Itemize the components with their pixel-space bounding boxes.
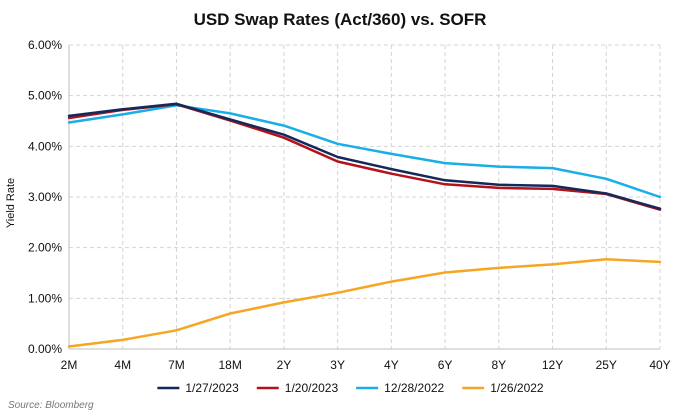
legend: 1/27/2023 1/20/2023 12/28/2022 1/26/2022 bbox=[157, 381, 544, 395]
legend-item-1-20-2023: 1/20/2023 bbox=[256, 381, 339, 395]
legend-label: 1/27/2023 bbox=[185, 381, 239, 395]
x-tick-label: 7M bbox=[168, 358, 185, 372]
x-tick-label: 2M bbox=[61, 358, 78, 372]
x-tick-label: 2Y bbox=[277, 358, 292, 372]
source-note: Source: Bloomberg bbox=[8, 400, 94, 411]
y-tick-labels: 0.00% 1.00% 2.00% 3.00% 4.00% 5.00% 6.00% bbox=[28, 38, 62, 356]
series-line-1-20-2023 bbox=[67, 103, 662, 211]
x-tick-labels: 2M 4M 7M 18M 2Y 3Y 4Y 6Y 8Y 12Y 25Y 40Y bbox=[61, 358, 671, 372]
series-lines bbox=[67, 102, 662, 348]
x-tick-label: 12Y bbox=[542, 358, 563, 372]
legend-label: 1/26/2022 bbox=[490, 381, 544, 395]
y-tick-label: 1.00% bbox=[28, 291, 62, 305]
legend-item-1-26-2022: 1/26/2022 bbox=[462, 381, 544, 395]
y-tick-label: 5.00% bbox=[28, 89, 62, 103]
x-tick-label: 6Y bbox=[438, 358, 453, 372]
x-tick-label: 40Y bbox=[649, 358, 670, 372]
x-tick-label: 4Y bbox=[384, 358, 399, 372]
series-line-1-27-2023 bbox=[67, 102, 662, 210]
series-line-1-26-2022 bbox=[67, 258, 662, 348]
y-tick-label: 3.00% bbox=[28, 190, 62, 204]
x-tick-label: 8Y bbox=[491, 358, 506, 372]
series-line-12-28-2022 bbox=[67, 104, 662, 199]
legend-label: 1/20/2023 bbox=[285, 381, 339, 395]
y-axis-label: Yield Rate bbox=[5, 178, 17, 228]
y-tick-label: 0.00% bbox=[28, 342, 62, 356]
x-tick-label: 4M bbox=[114, 358, 131, 372]
y-tick-label: 2.00% bbox=[28, 241, 62, 255]
legend-item-12-28-2022: 12/28/2022 bbox=[356, 381, 445, 395]
grid-lines bbox=[69, 44, 661, 349]
y-tick-label: 4.00% bbox=[28, 139, 62, 153]
x-tick-label: 25Y bbox=[596, 358, 617, 372]
legend-label: 12/28/2022 bbox=[384, 381, 444, 395]
axes bbox=[68, 45, 660, 350]
x-tick-label: 18M bbox=[219, 358, 242, 372]
chart-title: USD Swap Rates (Act/360) vs. SOFR bbox=[194, 10, 487, 29]
x-tick-label: 3Y bbox=[330, 358, 345, 372]
y-tick-label: 6.00% bbox=[28, 38, 62, 52]
legend-item-1-27-2023: 1/27/2023 bbox=[157, 381, 239, 395]
